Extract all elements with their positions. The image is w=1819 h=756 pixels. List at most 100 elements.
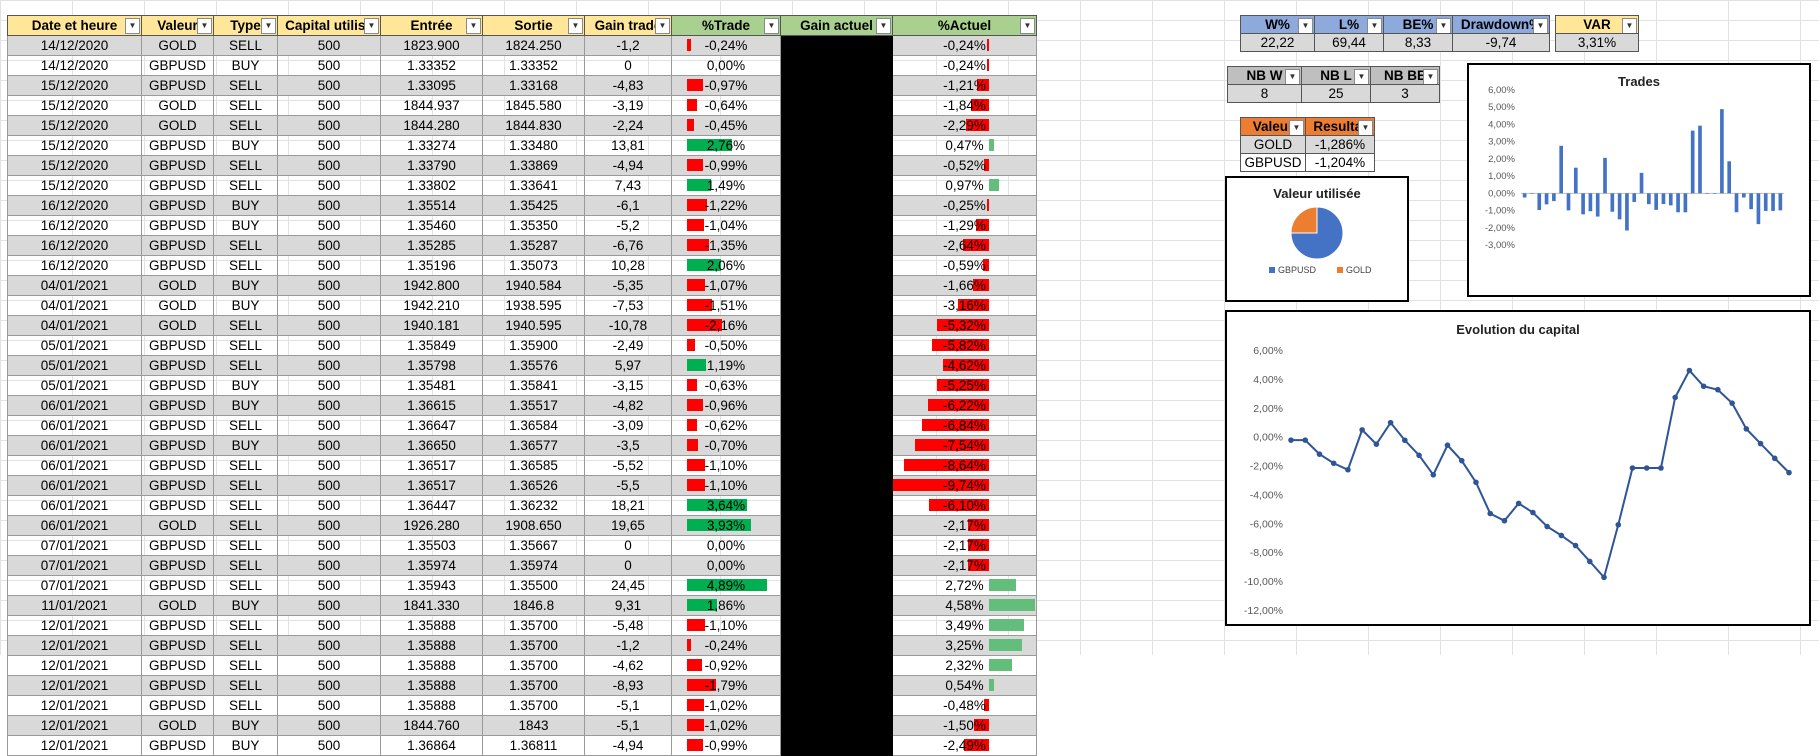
capital-cell[interactable]: 500 (277, 35, 381, 56)
bar[interactable] (1698, 125, 1702, 194)
gain-actuel-cell[interactable] (780, 715, 893, 736)
w-pct-header[interactable]: W% ▼ (1240, 15, 1315, 34)
gain-trade-cell[interactable]: 19,65 (584, 515, 672, 536)
pct-actuel-cell[interactable]: -1,21% (892, 75, 1037, 96)
valeur-cell[interactable]: GBPUSD (141, 195, 214, 216)
gain-trade-cell[interactable]: -5,48 (584, 615, 672, 636)
pct-actuel-cell[interactable]: -6,22% (892, 395, 1037, 416)
gain-actuel-cell[interactable] (780, 415, 893, 436)
pct-actuel-cell[interactable]: 3,49% (892, 615, 1037, 636)
pct-trade-cell[interactable]: -0,24% (671, 35, 781, 56)
pct-actuel-header[interactable]: %Actuel ▼ (892, 15, 1037, 36)
bar[interactable] (1705, 193, 1710, 194)
type-cell[interactable]: BUY (213, 375, 278, 396)
gain-trade-cell[interactable]: -4,62 (584, 655, 672, 676)
w-pct-value[interactable]: 22,22 (1240, 33, 1315, 52)
gain-actuel-header[interactable]: Gain actuel ▼ (780, 15, 893, 36)
entree-cell[interactable]: 1.36647 (380, 415, 483, 436)
bar[interactable] (1581, 193, 1585, 215)
valeur-cell[interactable]: GBPUSD (141, 655, 214, 676)
pct-actuel-cell[interactable]: 2,72% (892, 575, 1037, 596)
pct-actuel-cell[interactable]: -2,49% (892, 735, 1037, 756)
data-point[interactable] (1658, 465, 1664, 471)
type-cell[interactable]: SELL (213, 515, 278, 536)
sortie-cell[interactable]: 1.35900 (482, 335, 585, 356)
pct-trade-cell[interactable]: -0,96% (671, 395, 781, 416)
gain-actuel-cell[interactable] (780, 155, 893, 176)
type-cell[interactable]: BUY (213, 135, 278, 156)
pct-actuel-cell[interactable]: -2,17% (892, 555, 1037, 576)
pct-trade-cell[interactable]: 4,89% (671, 575, 781, 596)
pct-trade-cell[interactable]: -0,99% (671, 155, 781, 176)
filter-dropdown-icon[interactable]: ▼ (1367, 18, 1382, 33)
filter-dropdown-icon[interactable]: ▼ (261, 18, 276, 34)
be-pct-value[interactable]: 8,33 (1383, 33, 1453, 52)
bar[interactable] (1661, 193, 1666, 205)
gain-trade-cell[interactable]: -5,1 (584, 695, 672, 716)
entree-cell[interactable]: 1.36864 (380, 735, 483, 756)
type-cell[interactable]: BUY (213, 735, 278, 756)
gain-actuel-cell[interactable] (780, 215, 893, 236)
valeur-cell[interactable]: GBPUSD (141, 475, 214, 496)
capital-cell[interactable]: 500 (277, 135, 381, 156)
entree-cell[interactable]: 1.35503 (380, 535, 483, 556)
pct-trade-cell[interactable]: -0,24% (671, 635, 781, 656)
nb-l-header[interactable]: NB L ▼ (1301, 66, 1371, 85)
pct-trade-cell[interactable]: -0,45% (671, 115, 781, 136)
type-cell[interactable]: SELL (213, 635, 278, 656)
capital-cell[interactable]: 500 (277, 735, 381, 756)
sortie-header[interactable]: Sortie ▼ (482, 15, 585, 36)
data-point[interactable] (1302, 437, 1309, 443)
date-cell[interactable]: 14/12/2020 (7, 55, 142, 76)
gain-trade-header[interactable]: Gain trade ▼ (584, 15, 672, 36)
capital-cell[interactable]: 500 (277, 475, 381, 496)
sortie-cell[interactable]: 1.35700 (482, 615, 585, 636)
filter-dropdown-icon[interactable]: ▼ (466, 18, 481, 34)
bar[interactable] (1741, 193, 1746, 198)
type-cell[interactable]: SELL (213, 495, 278, 516)
pct-actuel-cell[interactable]: 0,54% (892, 675, 1037, 696)
sortie-cell[interactable]: 1.35974 (482, 555, 585, 576)
sortie-cell[interactable]: 1.35287 (482, 235, 585, 256)
capital-header[interactable]: Capital utilisé ▼ (277, 15, 381, 36)
gain-trade-cell[interactable]: -6,76 (584, 235, 672, 256)
capital-cell[interactable]: 500 (277, 355, 381, 376)
gain-trade-cell[interactable]: -1,2 (584, 35, 672, 56)
nb-w-value[interactable]: 8 (1227, 84, 1302, 103)
type-cell[interactable]: SELL (213, 415, 278, 436)
data-point[interactable] (1430, 472, 1437, 478)
gain-actuel-cell[interactable] (780, 535, 893, 556)
type-header[interactable]: Type ▼ (213, 15, 278, 36)
capital-cell[interactable]: 500 (277, 535, 381, 556)
valeur-cell[interactable]: GOLD (141, 95, 214, 116)
valeur-cell[interactable]: GBPUSD (141, 75, 214, 96)
date-cell[interactable]: 04/01/2021 (7, 295, 142, 316)
gain-actuel-cell[interactable] (780, 355, 893, 376)
pct-trade-cell[interactable]: -0,99% (671, 735, 781, 756)
pct-trade-cell[interactable]: 2,06% (671, 255, 781, 276)
sortie-cell[interactable]: 1.35700 (482, 655, 585, 676)
gain-trade-cell[interactable]: -3,5 (584, 435, 672, 456)
pct-trade-cell[interactable]: -2,16% (671, 315, 781, 336)
gain-trade-cell[interactable]: -3,15 (584, 375, 672, 396)
entree-cell[interactable]: 1841.330 (380, 595, 483, 616)
sortie-cell[interactable]: 1844.830 (482, 115, 585, 136)
type-cell[interactable]: SELL (213, 455, 278, 476)
gain-actuel-cell[interactable] (780, 135, 893, 156)
filter-dropdown-icon[interactable]: ▼ (1285, 69, 1300, 84)
entree-cell[interactable]: 1.36615 (380, 395, 483, 416)
sortie-cell[interactable]: 1.35700 (482, 695, 585, 716)
bar[interactable] (1683, 193, 1688, 213)
type-cell[interactable]: BUY (213, 435, 278, 456)
l-pct-header[interactable]: L% ▼ (1314, 15, 1384, 34)
data-point[interactable] (1316, 451, 1323, 457)
entree-cell[interactable]: 1940.181 (380, 315, 483, 336)
pct-actuel-cell[interactable]: -9,74% (892, 475, 1037, 496)
pct-actuel-cell[interactable]: -1,84% (892, 95, 1037, 116)
type-cell[interactable]: BUY (213, 595, 278, 616)
gain-trade-cell[interactable]: 5,97 (584, 355, 672, 376)
filter-dropdown-icon[interactable]: ▼ (568, 18, 583, 34)
date-cell[interactable]: 12/01/2021 (7, 695, 142, 716)
gain-actuel-cell[interactable] (780, 395, 893, 416)
date-cell[interactable]: 06/01/2021 (7, 515, 142, 536)
